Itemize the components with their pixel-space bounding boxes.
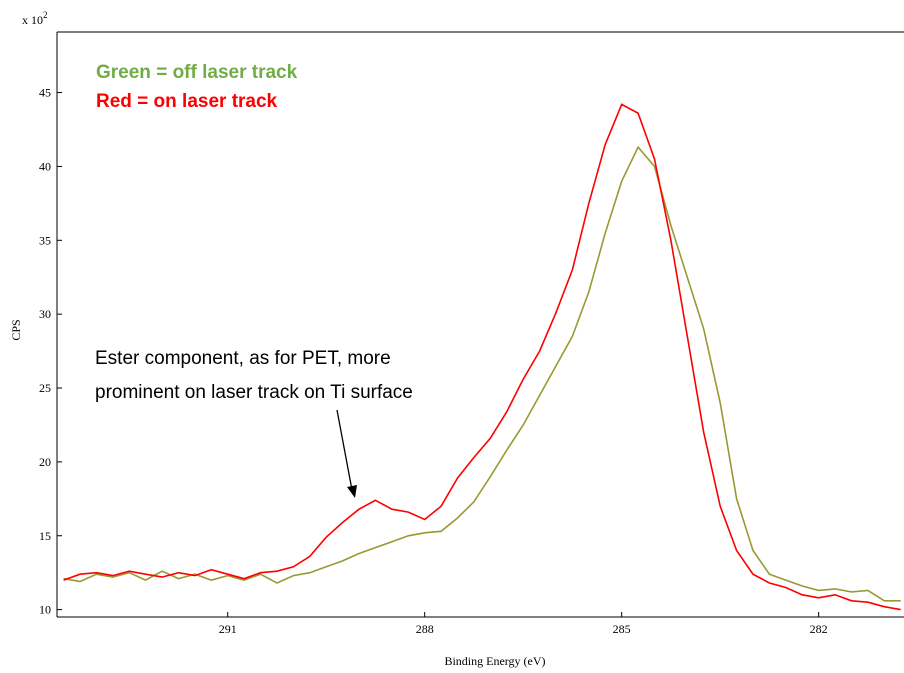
legend-green: Green = off laser track (96, 62, 298, 83)
legend-red: Red = on laser track (96, 91, 278, 112)
y-axis-label: CPS (9, 319, 23, 340)
series-line (63, 103, 901, 611)
annotation-text: Ester component, as for PET, more (95, 348, 391, 369)
x-tick-label: 282 (810, 622, 828, 636)
y-tick-label: 45 (39, 86, 51, 100)
y-tick-label: 25 (39, 381, 51, 395)
y-tick-label: 35 (39, 233, 51, 247)
y-multiplier-base: x 10 (22, 13, 43, 27)
x-axis-label: Binding Energy (eV) (444, 654, 545, 668)
y-multiplier-exponent: 2 (43, 10, 48, 20)
x-tick-label: 288 (416, 622, 434, 636)
series-line (63, 145, 901, 602)
annotation-text: prominent on laser track on Ti surface (95, 382, 413, 403)
y-tick-label: 20 (39, 455, 51, 469)
y-tick-label: 30 (39, 307, 51, 321)
y-multiplier: x 102 (22, 10, 48, 27)
annotation-arrow (336, 409, 353, 491)
y-tick-label: 10 (39, 603, 51, 617)
y-tick-label: 40 (39, 159, 51, 173)
x-tick-label: 285 (613, 622, 631, 636)
annotation-arrowhead (347, 485, 357, 498)
y-tick-label: 15 (39, 529, 51, 543)
x-tick-label: 291 (219, 622, 237, 636)
